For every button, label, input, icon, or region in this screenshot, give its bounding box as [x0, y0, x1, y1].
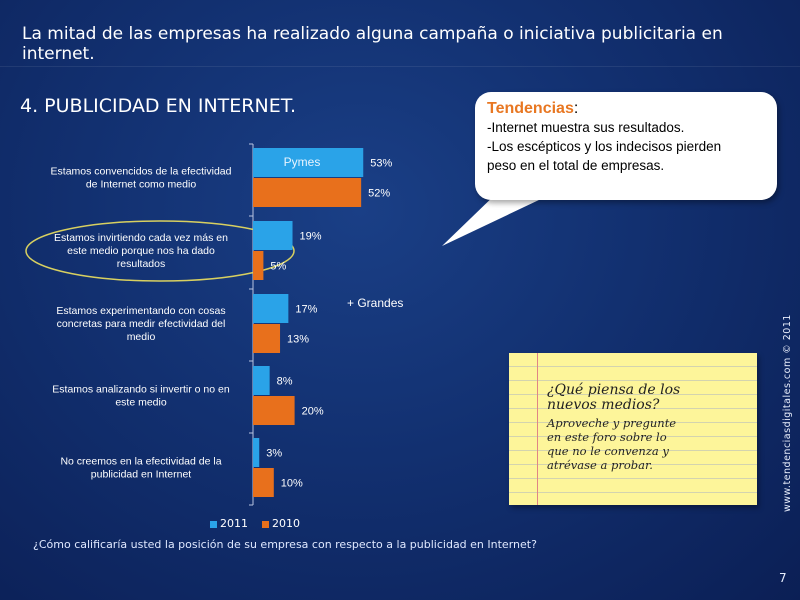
page-header: La mitad de las empresas ha realizado al…	[22, 24, 723, 64]
trends-callout: Tendencias: -Internet muestra sus result…	[475, 92, 777, 200]
note-body-1: Aproveche y pregunte	[547, 416, 677, 430]
category-label-2-line-2: medio	[127, 331, 156, 343]
category-label-2-line-0: Estamos experimentando con cosas	[56, 305, 225, 317]
note-body-3: que no le convenza y	[547, 444, 669, 458]
chart-legend: 2011 2010	[210, 517, 300, 530]
callout-line-3: peso en el total de empresas.	[487, 158, 665, 173]
callout-line-1: -Internet muestra sus resultados.	[487, 120, 685, 135]
bar-2010-2	[253, 324, 281, 353]
category-label-4-line-0: No creemos en la efectividad de la	[60, 456, 221, 468]
callout-title-text: Tendencias	[487, 100, 574, 117]
highlight-ellipse	[25, 220, 295, 282]
bar-2010-4	[253, 468, 274, 497]
legend-swatch-2010	[262, 520, 269, 528]
bar-2011-2	[253, 294, 289, 323]
note-title-2: nuevos medios?	[547, 397, 660, 413]
note-body-4: atrévase a probar.	[547, 458, 653, 472]
bar-2010-1	[253, 251, 264, 280]
bar-2010-3	[253, 396, 295, 425]
data-label-2011-3: 8%	[277, 376, 293, 388]
category-label-1-line-1: este medio porque nos ha dado	[67, 245, 215, 257]
bar-2010-0	[253, 178, 362, 207]
note-title-1: ¿Qué piensa de los	[547, 382, 681, 398]
vertical-credit: www.tendenciasdigitales.com © 2011	[782, 314, 793, 512]
survey-question: ¿Cómo calificaría usted la posición de s…	[33, 538, 537, 551]
legend-item-2010: 2010	[262, 517, 300, 530]
annotation-grandes: + Grandes	[347, 296, 403, 310]
note-body-2: en este foro sobre lo	[547, 430, 667, 444]
data-label-2011-1: 19%	[300, 231, 322, 243]
data-label-2010-0: 52%	[368, 188, 390, 200]
category-label-3-line-0: Estamos analizando si invertir o no en	[52, 384, 230, 396]
data-label-2011-2: 17%	[295, 304, 317, 316]
page-number: 7	[779, 571, 787, 585]
legend-item-2011: 2011	[210, 517, 248, 530]
callout-title: Tendencias:	[487, 100, 765, 118]
data-label-2011-0: 53%	[370, 158, 392, 170]
data-label-2010-4: 10%	[281, 478, 303, 490]
bar-2011-1	[253, 221, 293, 250]
data-label-2010-2: 13%	[287, 334, 309, 346]
category-label-2-line-1: concretas para medir efectividad del	[57, 318, 226, 330]
data-label-2010-1: 5%	[270, 261, 286, 273]
category-label-0-line-0: Estamos convencidos de la efectividad	[51, 166, 232, 178]
category-label-1-line-2: resultados	[117, 258, 165, 270]
category-label-3-line-1: este medio	[115, 397, 167, 409]
category-label-4-line-1: publicidad en Internet	[91, 469, 191, 481]
annotation-pymes: Pymes	[284, 155, 321, 169]
legend-label-2010: 2010	[272, 517, 300, 530]
data-label-2011-4: 3%	[266, 448, 282, 460]
category-label-1-line-0: Estamos invirtiendo cada vez más en	[54, 232, 228, 244]
legend-swatch-2011	[210, 520, 217, 528]
callout-colon: :	[573, 100, 579, 117]
bar-2011-0	[253, 148, 364, 177]
legend-label-2011: 2011	[220, 517, 248, 530]
sticky-note[interactable]: ¿Qué piensa de los nuevos medios? Aprove…	[509, 353, 757, 505]
bar-2011-4	[253, 438, 260, 467]
category-label-0-line-1: de Internet como medio	[86, 179, 196, 191]
section-title: 4. PUBLICIDAD EN INTERNET.	[20, 95, 297, 117]
callout-line-2: -Los escépticos y los indecisos pierden	[487, 139, 722, 154]
data-label-2010-3: 20%	[302, 406, 324, 418]
header-divider	[0, 66, 800, 67]
bar-2011-3	[253, 366, 270, 395]
